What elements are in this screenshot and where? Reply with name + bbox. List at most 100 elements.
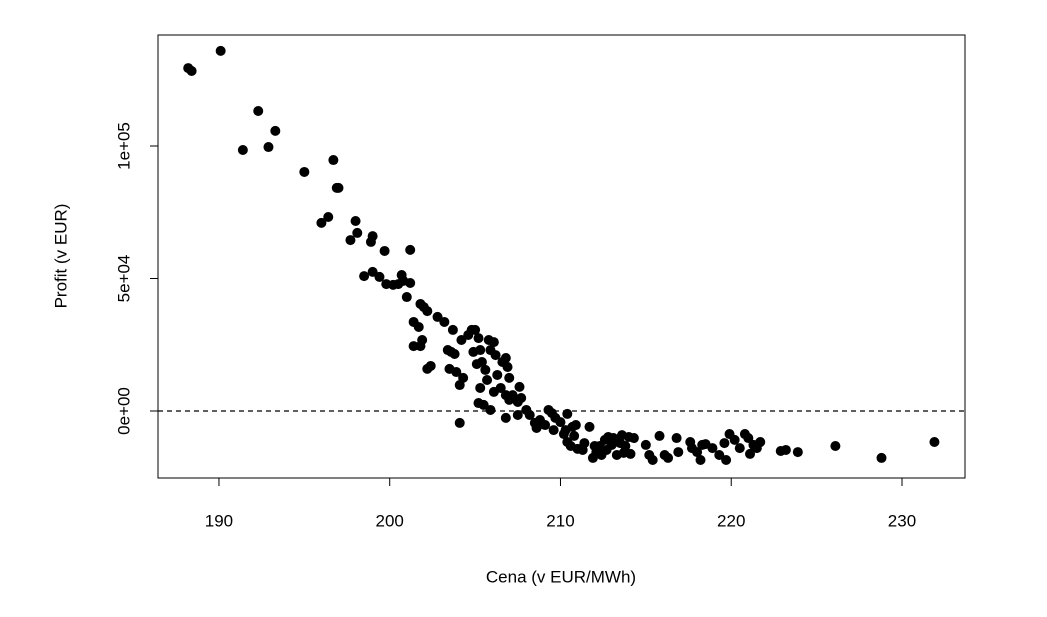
point xyxy=(729,434,740,445)
point xyxy=(451,367,462,378)
point xyxy=(792,447,803,458)
point xyxy=(299,166,310,177)
x-tick-label: 190 xyxy=(205,511,233,530)
point xyxy=(548,425,559,436)
point xyxy=(743,433,754,444)
x-tick-label: 220 xyxy=(717,511,745,530)
point xyxy=(482,374,493,385)
point xyxy=(502,362,513,373)
point xyxy=(186,66,197,77)
point xyxy=(345,235,356,246)
point xyxy=(405,244,416,255)
point xyxy=(417,334,428,345)
x-tick-label: 230 xyxy=(888,511,916,530)
point xyxy=(405,278,416,289)
point xyxy=(628,433,639,444)
point xyxy=(432,311,443,322)
point xyxy=(512,409,523,420)
point xyxy=(620,440,631,451)
point xyxy=(408,341,419,352)
point xyxy=(745,448,756,459)
point xyxy=(473,333,484,344)
point xyxy=(449,349,460,360)
point xyxy=(425,360,436,371)
x-tick-label: 210 xyxy=(546,511,574,530)
point xyxy=(608,433,619,444)
point xyxy=(485,404,496,415)
point xyxy=(692,447,703,458)
point xyxy=(328,155,339,166)
point xyxy=(673,447,684,458)
point xyxy=(333,182,344,193)
point xyxy=(253,106,264,117)
point xyxy=(695,455,706,466)
point xyxy=(830,440,841,451)
point xyxy=(470,324,481,335)
point xyxy=(504,372,515,383)
point xyxy=(671,433,682,444)
y-axis-label: Profit (v EUR) xyxy=(51,204,70,309)
point xyxy=(755,437,766,448)
point xyxy=(475,345,486,356)
point xyxy=(413,321,424,332)
point xyxy=(447,324,458,335)
point xyxy=(707,443,718,454)
point xyxy=(876,452,887,463)
point xyxy=(263,142,274,153)
point xyxy=(569,430,580,441)
point xyxy=(721,455,732,466)
point xyxy=(647,455,658,466)
point xyxy=(439,316,450,327)
point xyxy=(270,125,281,136)
point xyxy=(478,399,489,410)
point xyxy=(475,382,486,393)
point xyxy=(640,439,651,450)
point xyxy=(570,420,581,431)
point xyxy=(540,420,551,431)
point xyxy=(929,437,940,448)
y-tick-label: 5e+04 xyxy=(114,255,133,303)
point xyxy=(316,217,327,228)
y-tick-label: 1e+05 xyxy=(114,122,133,170)
point xyxy=(323,212,334,223)
point xyxy=(365,236,376,247)
point xyxy=(500,412,511,423)
point xyxy=(654,430,665,441)
point xyxy=(516,393,527,404)
point xyxy=(456,334,467,345)
point xyxy=(625,448,636,459)
point xyxy=(359,271,370,282)
point xyxy=(714,449,725,460)
point xyxy=(480,364,491,375)
point xyxy=(490,350,501,361)
point xyxy=(514,381,525,392)
point xyxy=(555,417,566,428)
y-tick-label: 0e+00 xyxy=(114,387,133,435)
point xyxy=(476,356,487,367)
point xyxy=(350,215,361,226)
point xyxy=(531,422,542,433)
point xyxy=(458,372,469,383)
point xyxy=(367,266,378,277)
point xyxy=(401,292,412,303)
point xyxy=(734,443,745,454)
point xyxy=(488,337,499,348)
point xyxy=(352,227,363,238)
x-tick-label: 200 xyxy=(376,511,404,530)
point xyxy=(237,144,248,155)
point xyxy=(422,306,433,317)
point xyxy=(500,353,511,364)
point xyxy=(215,45,226,56)
point xyxy=(495,382,506,393)
point xyxy=(374,271,385,282)
point xyxy=(579,438,590,449)
point xyxy=(584,421,595,432)
point xyxy=(524,409,535,420)
point xyxy=(780,444,791,455)
point xyxy=(562,408,573,419)
x-axis-label: Cena (v EUR/MWh) xyxy=(486,567,636,586)
point xyxy=(379,245,390,256)
point xyxy=(504,394,515,405)
point xyxy=(454,417,465,428)
